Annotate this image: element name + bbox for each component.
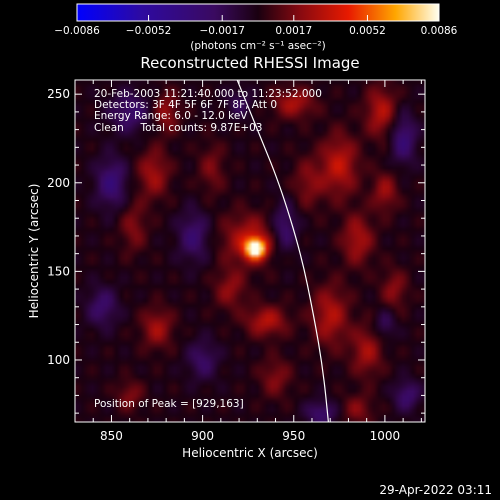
info-line-clean: Clean Total counts: 9.87E+03 — [94, 122, 263, 134]
x-tick-label: 900 — [191, 429, 214, 443]
x-axis-tick-labels: 850 900 950 1000 — [100, 429, 400, 443]
solar-limb-line — [236, 80, 329, 422]
info-line-detectors: Detectors: 3F 4F 5F 6F 7F 8F, Att 0 — [94, 99, 277, 111]
info-line-time: 20-Feb-2003 11:21:40.000 to 11:23:52.000 — [94, 88, 322, 100]
colorbar-tick-label: 0.0052 — [349, 25, 386, 37]
info-line-energy: Energy Range: 6.0 - 12.0 keV — [94, 110, 248, 122]
y-axis-label: Heliocentric Y (arcsec) — [27, 184, 41, 319]
colorbar-gradient — [77, 4, 439, 21]
x-tick-label: 850 — [100, 429, 123, 443]
peak-position-label: Position of Peak = [929,163] — [94, 398, 244, 410]
colorbar-tick-label: 0.0086 — [421, 25, 458, 37]
y-axis-tick-labels: 100 150 200 250 — [47, 87, 70, 367]
y-axis-ticks — [75, 93, 425, 414]
y-tick-label: 100 — [47, 353, 70, 367]
info-text: 20-Feb-2003 11:21:40.000 to 11:23:52.000… — [94, 88, 322, 134]
colorbar: −0.0086 −0.0052 −0.0017 0.0017 0.0052 0.0086 … — [54, 3, 458, 52]
x-axis-label: Heliocentric X (arcsec) — [182, 446, 318, 460]
chart-title: Reconstructed RHESSI Image — [140, 54, 359, 72]
y-tick-label: 200 — [47, 176, 70, 190]
colorbar-tick-label: −0.0017 — [199, 25, 245, 37]
plot-frame — [74, 79, 426, 423]
x-tick-label: 950 — [282, 429, 305, 443]
heatmap-image — [75, 80, 425, 422]
y-tick-label: 250 — [47, 87, 70, 101]
colorbar-frame — [76, 3, 440, 22]
footer-timestamp: 29-Apr-2022 03:11 — [379, 483, 492, 497]
colorbar-tick-label: −0.0052 — [126, 25, 172, 37]
colorbar-unit-label: (photons cm⁻² s⁻¹ asec⁻²) — [190, 40, 325, 52]
colorbar-tick-labels: −0.0086 −0.0052 −0.0017 0.0017 0.0052 0.0086 — [54, 25, 457, 37]
colorbar-tick-label: −0.0086 — [54, 25, 100, 37]
plot-area: 20-Feb-2003 11:21:40.000 to 11:23:52.000… — [47, 79, 426, 443]
y-tick-label: 150 — [47, 264, 70, 278]
x-tick-label: 1000 — [370, 429, 401, 443]
x-axis-ticks — [92, 80, 422, 422]
colorbar-ticks — [76, 15, 440, 21]
colorbar-tick-label: 0.0017 — [275, 25, 312, 37]
